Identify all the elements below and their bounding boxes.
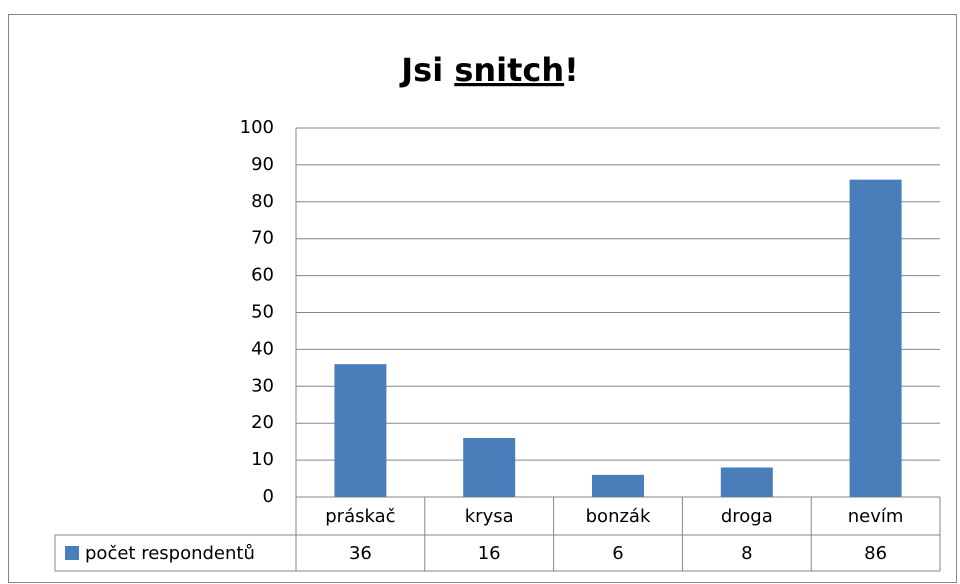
x-tick-label: nevím xyxy=(848,506,904,527)
title-part: snitch xyxy=(454,51,564,89)
x-tick-label: práskač xyxy=(325,506,395,527)
x-tick-label: bonzák xyxy=(586,506,651,527)
bar xyxy=(463,437,516,497)
y-tick-label: 50 xyxy=(251,302,274,323)
table-value: 16 xyxy=(478,543,501,564)
table-value: 8 xyxy=(741,543,752,564)
legend-label: počet respondentů xyxy=(85,543,255,564)
bar xyxy=(720,467,773,497)
table-value: 36 xyxy=(349,543,372,564)
y-tick-label: 100 xyxy=(240,117,274,138)
y-tick-label: 80 xyxy=(251,191,274,212)
bar xyxy=(334,364,387,497)
title-part: Jsi xyxy=(399,51,454,89)
y-tick-label: 40 xyxy=(251,338,274,359)
y-tick-label: 60 xyxy=(251,265,274,286)
legend-swatch xyxy=(65,546,79,560)
x-tick-label: droga xyxy=(721,506,773,527)
y-tick-label: 70 xyxy=(251,228,274,249)
y-tick-label: 0 xyxy=(263,486,274,507)
table-value: 86 xyxy=(864,543,887,564)
bar xyxy=(592,474,644,497)
y-tick-label: 30 xyxy=(251,375,274,396)
table-value: 6 xyxy=(612,543,623,564)
chart-title: Jsi snitch! xyxy=(399,51,579,89)
y-tick-label: 90 xyxy=(251,154,274,175)
y-tick-label: 10 xyxy=(251,449,274,470)
bar xyxy=(849,179,902,497)
y-tick-label: 20 xyxy=(251,412,274,433)
title-part: ! xyxy=(564,51,579,89)
x-tick-label: krysa xyxy=(465,506,514,527)
